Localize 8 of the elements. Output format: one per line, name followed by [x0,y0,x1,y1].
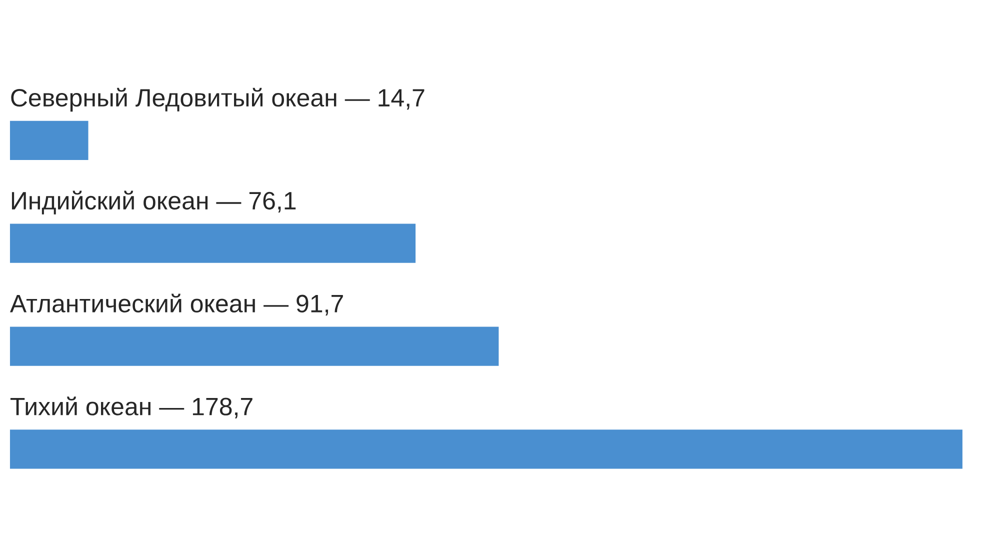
bar [10,224,416,263]
data-label: Северный Ледовитый океан — 14,7 [11,88,424,112]
data-label: Индийский океан — 76,1 [12,190,296,214]
data-label: Тихий океан — 178,7 [10,396,252,418]
data-label: Атлантический океан — 91,7 [10,294,343,316]
bar [10,326,499,366]
bar [10,430,962,469]
bar [10,120,88,160]
